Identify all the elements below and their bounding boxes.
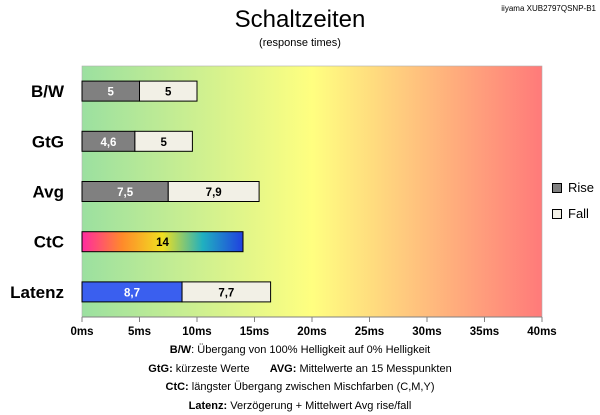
x-tick-label: 0ms bbox=[70, 326, 93, 338]
footnote-term: AVG: bbox=[269, 362, 297, 375]
footnote-text: Mittelwerte an 15 Messpunkten bbox=[296, 362, 452, 375]
data-label: 7,5 bbox=[117, 187, 134, 199]
legend-swatch-rise bbox=[552, 182, 562, 193]
category-label: CtC bbox=[34, 233, 64, 252]
legend-rise: Rise bbox=[552, 180, 594, 195]
legend-label-rise: Rise bbox=[568, 180, 595, 195]
legend-swatch-fall bbox=[552, 208, 562, 219]
footnote-term: Latenz: bbox=[188, 399, 228, 412]
x-tick-label: 5ms bbox=[128, 326, 151, 338]
data-label: 14 bbox=[156, 237, 169, 249]
x-tick-label: 25ms bbox=[355, 326, 384, 338]
footnote-line: B/W: Übergang von 100% Helligkeit auf 0%… bbox=[0, 341, 600, 360]
bar-ctc bbox=[81, 231, 244, 253]
category-label: B/W bbox=[31, 82, 65, 101]
footnote-text: längster Übergang zwischen Mischfarben (… bbox=[188, 381, 435, 393]
x-tick-label: 10ms bbox=[182, 326, 211, 338]
monitor-model: iiyama XUB2797QSNP-B1 bbox=[501, 4, 596, 13]
footnote-term: CtC: bbox=[165, 381, 189, 393]
category-label: GtG bbox=[32, 132, 64, 151]
data-label: 8,7 bbox=[124, 287, 140, 299]
legend-fall: Fall bbox=[552, 206, 589, 221]
x-tick-label: 15ms bbox=[240, 326, 269, 338]
x-tick-label: 35ms bbox=[470, 326, 499, 338]
footnote-text: : Übergang von 100% Helligkeit auf 0% He… bbox=[191, 344, 431, 356]
footnotes: B/W: Übergang von 100% Helligkeit auf 0%… bbox=[0, 341, 600, 415]
footnote-text: kürzeste Werte bbox=[172, 362, 250, 375]
bar-fall bbox=[134, 130, 193, 152]
chart-subtitle: (response times) bbox=[259, 37, 341, 49]
data-label: 7,9 bbox=[206, 187, 222, 199]
legend-label-fall: Fall bbox=[568, 206, 589, 221]
category-label: Avg bbox=[33, 183, 65, 202]
category-label: Latenz bbox=[10, 283, 64, 302]
footnote-text: Verzögerung + Mittelwert Avg rise/fall bbox=[227, 399, 412, 412]
footnote-line: GtG: kürzeste Werte AVG: Mittelwerte an … bbox=[0, 360, 600, 379]
data-label: 5 bbox=[165, 87, 172, 99]
footnote-term: B/W bbox=[169, 344, 192, 356]
data-label: 7,7 bbox=[218, 287, 234, 299]
x-tick-label: 40ms bbox=[527, 326, 556, 338]
data-label: 4,6 bbox=[100, 137, 116, 149]
x-tick-label: 30ms bbox=[412, 326, 441, 338]
x-tick-label: 20ms bbox=[297, 326, 326, 338]
bar-fall bbox=[167, 181, 260, 202]
bar-fall bbox=[139, 80, 198, 102]
data-label: 5 bbox=[160, 137, 167, 149]
footnote-line: CtC: längster Übergang zwischen Mischfar… bbox=[0, 378, 600, 397]
footnote-line: Latenz: Verzögerung + Mittelwert Avg ris… bbox=[0, 397, 600, 415]
bar-fall bbox=[181, 281, 272, 303]
data-label: 5 bbox=[108, 87, 115, 99]
chart-title: Schaltzeiten bbox=[234, 6, 366, 33]
footnote-term: GtG: bbox=[148, 362, 173, 375]
